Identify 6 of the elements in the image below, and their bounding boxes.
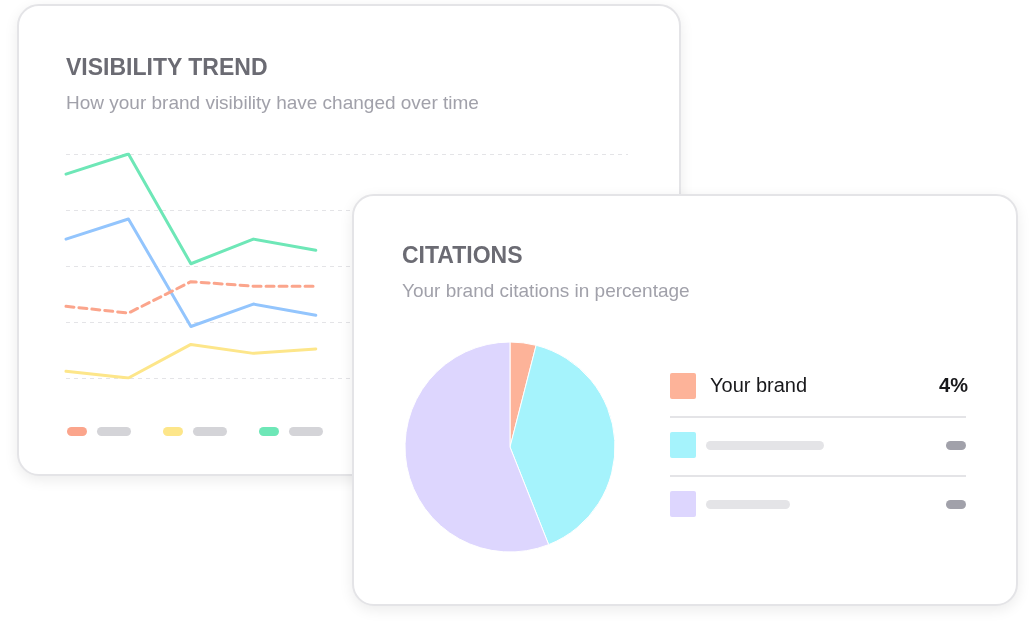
chart-title: CITATIONS [402, 242, 523, 269]
chart-subtitle: Your brand citations in percentage [402, 280, 690, 302]
chart-title: VISIBILITY TREND [66, 54, 268, 81]
legend-label: Your brand [710, 374, 808, 397]
chart-subtitle: How your brand visibility have changed over time [66, 92, 479, 114]
data-label: 4% [939, 374, 968, 397]
